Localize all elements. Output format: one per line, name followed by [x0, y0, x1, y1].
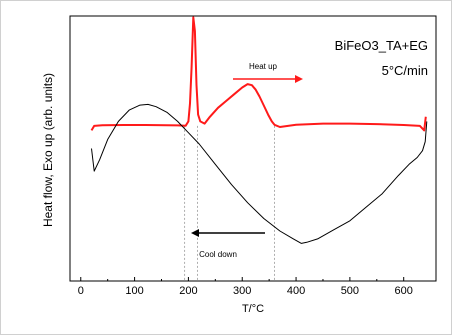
- reference-lines: [184, 125, 275, 281]
- sample-label: BiFeO3_TA+EG: [335, 38, 428, 53]
- x-tick-label: 400: [287, 285, 305, 297]
- heat-up-arrow-icon: [233, 75, 303, 83]
- series-layer: [90, 16, 428, 244]
- plot-area: [69, 15, 437, 282]
- x-tick-label: 200: [179, 285, 197, 297]
- x-axis-label: T/°C: [242, 303, 264, 315]
- x-tick-label: 500: [341, 285, 359, 297]
- x-tick-label: 600: [395, 285, 413, 297]
- cool-down-arrow-icon: [191, 229, 265, 237]
- heat-up-label: Heat up: [249, 62, 278, 71]
- x-tick-label: 0: [78, 285, 84, 297]
- x-tick-label: 100: [125, 285, 143, 297]
- cool-down-label: Cool down: [199, 250, 237, 259]
- x-tick-label: 300: [233, 285, 251, 297]
- rate-label: 5°C/min: [382, 63, 428, 78]
- cool-down-curve: [91, 103, 428, 244]
- y-axis-label: Heat flow, Exo up (arb. units): [41, 73, 55, 227]
- x-axis-ticks: 0 100 200 300 400 500 600: [78, 277, 413, 297]
